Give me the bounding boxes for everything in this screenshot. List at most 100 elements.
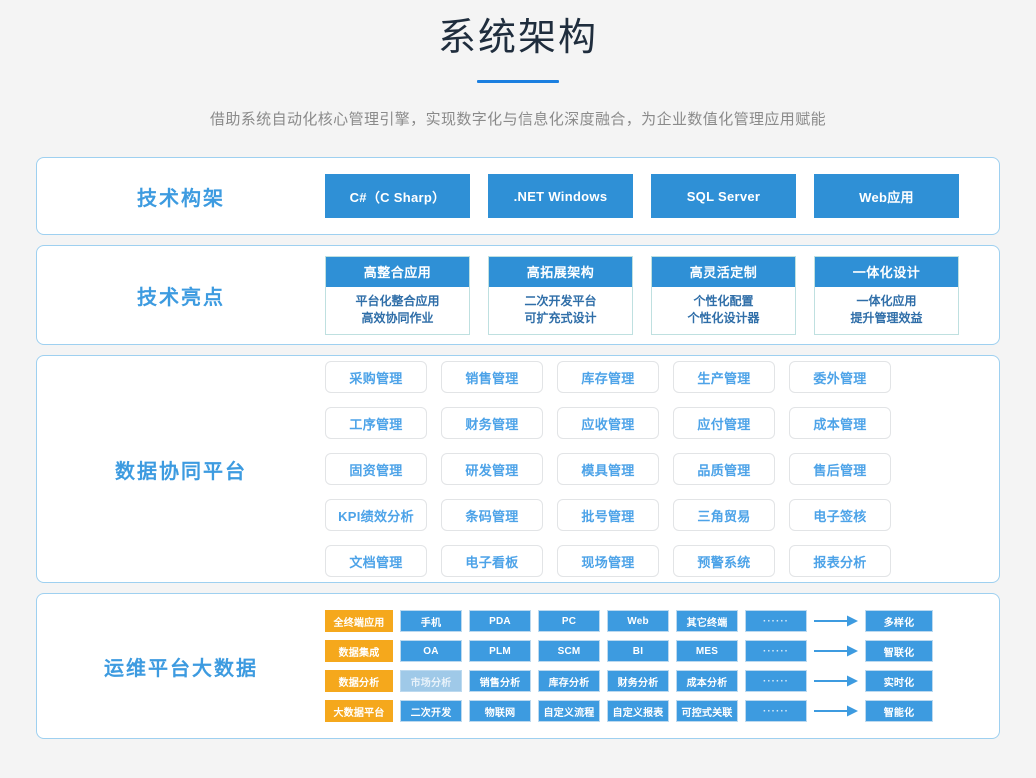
tech-stack-chip[interactable]: Web应用	[814, 174, 959, 218]
big-data-item[interactable]: 物联网	[469, 700, 531, 722]
data-platform-module[interactable]: 研发管理	[441, 453, 543, 485]
big-data-item[interactable]: SCM	[538, 640, 600, 662]
data-platform-module[interactable]: 预警系统	[673, 545, 775, 577]
big-data-more-dots: ······	[745, 640, 807, 662]
panel-body-big-data: 全终端应用 手机 PDA PC Web 其它终端 ······ 多样化数据集成 OA PLM SCM…	[325, 610, 999, 722]
data-platform-module[interactable]: 文档管理	[325, 545, 427, 577]
tech-stack-chip[interactable]: SQL Server	[651, 174, 796, 218]
data-platform-module[interactable]: 模具管理	[557, 453, 659, 485]
big-data-item[interactable]: 库存分析	[538, 670, 600, 692]
highlight-card-line: 平台化整合应用	[355, 293, 440, 308]
highlight-card-title: 高灵活定制	[652, 256, 795, 287]
highlight-card-line: 可扩充式设计	[524, 310, 597, 325]
big-data-item[interactable]: PDA	[469, 610, 531, 632]
panel-tech-stack: 技术构架 C#（C Sharp） .NET Windows SQL Server We…	[36, 157, 1000, 235]
big-data-more-dots: ······	[745, 610, 807, 632]
big-data-item[interactable]: 销售分析	[469, 670, 531, 692]
big-data-item[interactable]: PLM	[469, 640, 531, 662]
highlight-card-body: 二次开发平台 可扩充式设计	[489, 287, 632, 334]
big-data-category[interactable]: 数据集成	[325, 640, 393, 662]
data-platform-module[interactable]: 工序管理	[325, 407, 427, 439]
highlight-card-title: 高整合应用	[326, 256, 469, 287]
panel-label-tech-stack: 技术构架	[137, 187, 225, 210]
big-data-outcome[interactable]: 智联化	[865, 640, 933, 662]
data-platform-module[interactable]: 品质管理	[673, 453, 775, 485]
big-data-item[interactable]: BI	[607, 640, 669, 662]
big-data-item[interactable]: 可控式关联	[676, 700, 738, 722]
highlight-card-row: 高整合应用 平台化整合应用 高效协同作业 高拓展架构 二次开发平台 可扩充式设计 高灵活定制…	[325, 255, 999, 335]
highlight-card-line: 个性化设计器	[687, 310, 760, 325]
big-data-more-dots: ······	[745, 700, 807, 722]
big-data-outcome[interactable]: 多样化	[865, 610, 933, 632]
big-data-category[interactable]: 数据分析	[325, 670, 393, 692]
highlight-card-body: 平台化整合应用 高效协同作业	[326, 287, 469, 334]
data-platform-module[interactable]: 销售管理	[441, 361, 543, 393]
data-platform-module[interactable]: 生产管理	[673, 361, 775, 393]
big-data-category[interactable]: 全终端应用	[325, 610, 393, 632]
arrow-right-icon	[814, 640, 858, 662]
data-platform-module[interactable]: 委外管理	[789, 361, 891, 393]
big-data-outcome[interactable]: 实时化	[865, 670, 933, 692]
tech-stack-chip-row: C#（C Sharp） .NET Windows SQL Server Web应用	[325, 174, 999, 218]
big-data-item[interactable]: OA	[400, 640, 462, 662]
data-platform-module[interactable]: 应付管理	[673, 407, 775, 439]
data-platform-module[interactable]: 库存管理	[557, 361, 659, 393]
highlight-card[interactable]: 高灵活定制个性化配置个性化设计器	[651, 255, 796, 335]
page-header: 系统架构 借助系统自动化核心管理引擎，实现数字化与信息化深度融合，为企业数值化管…	[0, 0, 1036, 131]
panel-label-data-platform: 数据协同平台	[115, 460, 247, 483]
highlight-card[interactable]: 一体化设计一体化应用提升管理效益	[814, 255, 959, 335]
data-platform-module[interactable]: KPI绩效分析	[325, 499, 427, 531]
big-data-row: 数据集成 OA PLM SCM BI MES ······ 智联化	[325, 640, 999, 662]
big-data-row: 全终端应用 手机 PDA PC Web 其它终端 ······ 多样化	[325, 610, 999, 632]
big-data-row: 大数据平台 二次开发 物联网 自定义流程 自定义报表 可控式关联 ······ 智能化	[325, 700, 999, 722]
panel-highlights: 技术亮点 高整合应用 平台化整合应用 高效协同作业 高拓展架构 二次开发平台 可扩充式设计…	[36, 245, 1000, 345]
highlight-card-body: 一体化应用提升管理效益	[815, 287, 958, 334]
panel-label-highlights: 技术亮点	[137, 286, 225, 309]
big-data-category[interactable]: 大数据平台	[325, 700, 393, 722]
big-data-item[interactable]: Web	[607, 610, 669, 632]
data-platform-module[interactable]: 三角贸易	[673, 499, 775, 531]
data-platform-module[interactable]: 财务管理	[441, 407, 543, 439]
big-data-item[interactable]: 市场分析	[400, 670, 462, 692]
big-data-outcome[interactable]: 智能化	[865, 700, 933, 722]
tech-stack-chip[interactable]: .NET Windows	[488, 174, 633, 218]
data-platform-module[interactable]: 电子签核	[789, 499, 891, 531]
panel-label-big-data: 运维平台大数据	[104, 657, 258, 680]
tech-stack-chip[interactable]: C#（C Sharp）	[325, 174, 470, 218]
big-data-item[interactable]: 财务分析	[607, 670, 669, 692]
data-platform-module[interactable]: 采购管理	[325, 361, 427, 393]
data-platform-module[interactable]: 条码管理	[441, 499, 543, 531]
highlight-card-line: 个性化配置	[693, 293, 754, 308]
data-platform-module[interactable]: 批号管理	[557, 499, 659, 531]
big-data-item[interactable]: 二次开发	[400, 700, 462, 722]
big-data-item[interactable]: MES	[676, 640, 738, 662]
highlight-card-title: 一体化设计	[815, 256, 958, 287]
data-platform-module[interactable]: 电子看板	[441, 545, 543, 577]
big-data-item[interactable]: 成本分析	[676, 670, 738, 692]
highlight-card[interactable]: 高拓展架构 二次开发平台 可扩充式设计	[488, 255, 633, 335]
big-data-item[interactable]: 其它终端	[676, 610, 738, 632]
data-platform-module-grid: 采购管理 销售管理 库存管理 生产管理 委外管理工序管理 财务管理 应收管理 应付管理 成本管理…	[325, 361, 999, 577]
highlight-card[interactable]: 高整合应用 平台化整合应用 高效协同作业	[325, 255, 470, 335]
panel-data-platform: 数据协同平台 采购管理 销售管理 库存管理 生产管理 委外管理工序管理 财务管理 应收管理应…	[36, 355, 1000, 583]
highlight-card-line: 提升管理效益	[850, 310, 923, 325]
data-platform-module[interactable]: 应收管理	[557, 407, 659, 439]
big-data-item[interactable]: 自定义流程	[538, 700, 600, 722]
page-title: 系统架构	[437, 17, 598, 59]
highlight-card-line: 高效协同作业	[361, 310, 434, 325]
arrow-right-icon	[814, 610, 858, 632]
big-data-item[interactable]: PC	[538, 610, 600, 632]
highlight-card-line: 一体化应用	[856, 293, 917, 308]
big-data-more-dots: ······	[745, 670, 807, 692]
arrow-right-icon	[814, 670, 858, 692]
big-data-item[interactable]: 自定义报表	[607, 700, 669, 722]
page-subtitle: 借助系统自动化核心管理引擎，实现数字化与信息化深度融合，为企业数值化管理应用赋能	[209, 111, 826, 128]
data-platform-module[interactable]: 固资管理	[325, 453, 427, 485]
data-platform-module[interactable]: 成本管理	[789, 407, 891, 439]
data-platform-module[interactable]: 现场管理	[557, 545, 659, 577]
title-underline-rule	[477, 80, 559, 83]
big-data-item[interactable]: 手机	[400, 610, 462, 632]
data-platform-module[interactable]: 报表分析	[789, 545, 891, 577]
data-platform-module[interactable]: 售后管理	[789, 453, 891, 485]
